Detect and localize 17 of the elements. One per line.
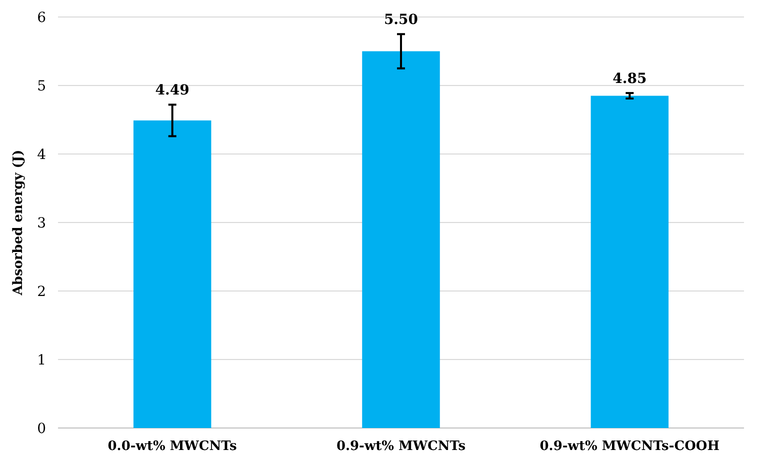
bar <box>133 120 212 428</box>
x-tick-label: 0.9-wt% MWCNTs <box>336 439 466 454</box>
x-tick-label: 0.0-wt% MWCNTs <box>108 439 237 454</box>
y-tick-label: 6 <box>37 10 46 26</box>
y-tick-label: 5 <box>37 78 46 94</box>
y-tick-label: 4 <box>37 146 46 163</box>
y-tick-label: 0 <box>37 420 46 437</box>
x-tick-label: 0.9-wt% MWCNTs-COOH <box>540 439 720 454</box>
y-tick-label: 2 <box>37 284 46 300</box>
bar <box>590 96 669 428</box>
y-tick-label: 3 <box>37 215 46 232</box>
data-label: 5.50 <box>384 12 418 28</box>
y-axis-title: Absorbed energy (J) <box>11 150 26 296</box>
y-tick-label: 1 <box>37 352 46 368</box>
data-label: 4.49 <box>155 82 190 99</box>
bar <box>362 51 440 428</box>
data-label: 4.85 <box>612 71 647 88</box>
